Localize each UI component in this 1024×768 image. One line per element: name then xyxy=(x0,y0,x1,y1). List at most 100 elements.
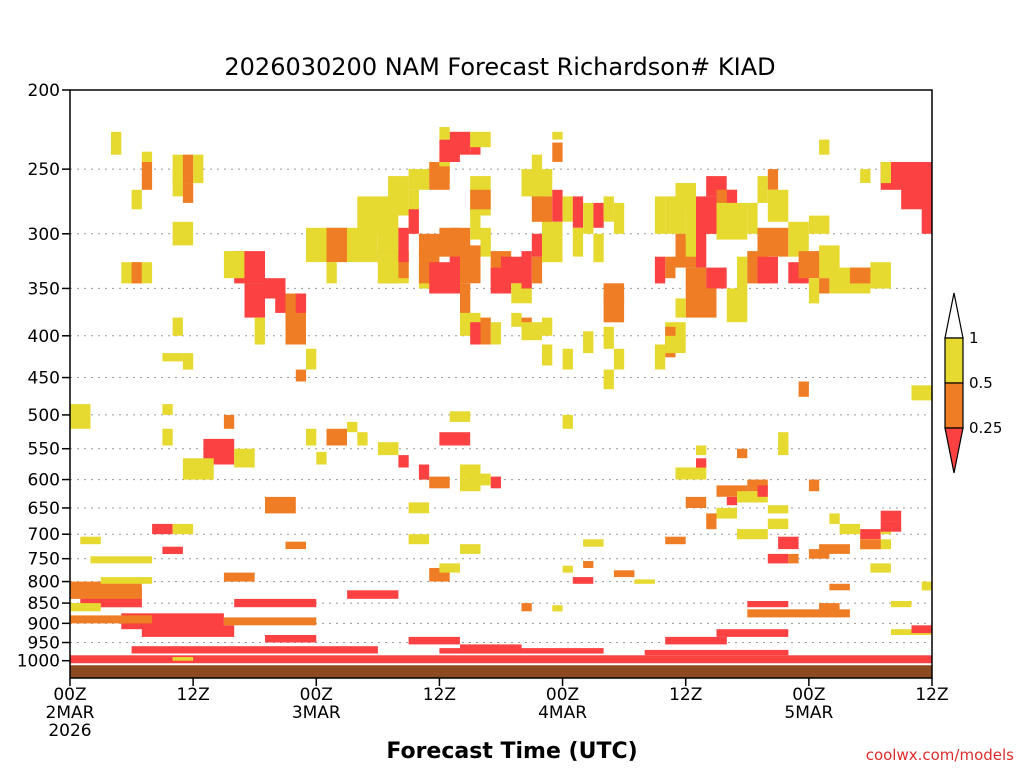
cell-red xyxy=(911,625,932,634)
cell-yellow xyxy=(439,563,460,573)
cell-orange xyxy=(819,278,830,294)
cell-yellow xyxy=(778,442,789,456)
cell-yellow xyxy=(449,411,471,422)
cell-yellow xyxy=(767,505,789,514)
cell-red xyxy=(244,283,265,318)
cell-yellow xyxy=(162,353,183,362)
cell-yellow xyxy=(654,196,666,234)
cell-red xyxy=(131,646,378,654)
cell-yellow xyxy=(737,491,768,503)
x-tick-label: 00Z xyxy=(546,685,579,705)
cell-yellow xyxy=(808,215,830,234)
cell-yellow xyxy=(172,317,183,336)
cell-yellow xyxy=(234,448,255,468)
cell-yellow xyxy=(613,348,625,370)
cell-red xyxy=(162,546,183,554)
color-legend: 1 0.5 0.25 xyxy=(944,292,1002,474)
cell-red xyxy=(747,601,789,608)
cell-yellow xyxy=(141,262,153,284)
cell-orange xyxy=(706,513,717,530)
cell-yellow xyxy=(408,189,419,216)
cell-yellow xyxy=(634,579,655,584)
cell-yellow xyxy=(542,344,553,366)
y-tick-label: 600 xyxy=(28,471,60,491)
cell-red xyxy=(716,629,789,637)
y-tick-label: 750 xyxy=(28,550,60,570)
cell-yellow xyxy=(306,348,317,370)
cell-yellow xyxy=(182,353,194,370)
cell-red xyxy=(644,649,789,656)
legend-label: 1 xyxy=(969,329,979,347)
cell-orange xyxy=(141,162,153,190)
cell-yellow xyxy=(408,169,430,190)
x-tick-label: 2026 xyxy=(48,721,91,741)
cell-yellow xyxy=(193,154,204,184)
cell-orange xyxy=(182,154,194,184)
cell-yellow xyxy=(583,539,604,547)
y-tick-label: 850 xyxy=(28,594,60,614)
x-tick-label: 00Z xyxy=(300,685,333,705)
cell-orange xyxy=(326,227,347,263)
cell-yellow xyxy=(665,335,676,354)
cell-yellow xyxy=(757,176,768,203)
cell-orange xyxy=(665,536,686,545)
cell-yellow xyxy=(172,657,194,661)
cell-yellow xyxy=(593,233,604,263)
x-tick-label: 2MAR xyxy=(46,703,95,723)
cell-orange xyxy=(716,485,748,497)
credit-text: coolwx.com/models xyxy=(866,746,1014,764)
cell-yellow xyxy=(921,581,932,591)
y-tick-label: 300 xyxy=(28,225,60,245)
x-tick-label: 3MAR xyxy=(292,703,341,723)
cell-orange xyxy=(223,414,235,429)
cell-red xyxy=(696,196,717,234)
cell-yellow xyxy=(880,162,891,184)
cell-orange xyxy=(460,245,481,284)
cell-yellow xyxy=(254,317,265,345)
cell-yellow xyxy=(603,369,614,390)
cell-red xyxy=(778,536,799,550)
cell-yellow xyxy=(778,432,789,446)
cell-orange xyxy=(788,553,799,564)
x-tick-label: 12Z xyxy=(915,685,948,705)
cell-yellow xyxy=(131,189,142,210)
cell-yellow xyxy=(70,404,91,429)
cell-yellow xyxy=(839,523,861,535)
cell-red xyxy=(696,458,707,468)
cell-yellow xyxy=(223,251,245,279)
y-tick-label: 200 xyxy=(28,81,60,101)
legend-swatch-orange xyxy=(944,382,964,429)
cell-yellow xyxy=(788,221,809,257)
cell-yellow xyxy=(90,556,153,564)
cell-yellow xyxy=(100,577,153,584)
cell-yellow xyxy=(70,603,101,612)
cell-yellow xyxy=(162,404,173,415)
cell-red xyxy=(408,209,419,234)
y-axis-ticks: 200 250 300 350 400 450 500 550 600 650 700 750 8008… xyxy=(17,81,70,672)
ground-strip xyxy=(70,664,932,678)
cell-orange xyxy=(808,479,820,492)
cell-yellow xyxy=(377,442,399,456)
cell-red xyxy=(234,598,317,608)
cell-yellow xyxy=(542,317,553,336)
cell-orange xyxy=(531,256,543,284)
cell-yellow xyxy=(696,445,707,456)
cell-red xyxy=(490,476,501,489)
cell-yellow xyxy=(562,348,573,370)
cell-yellow xyxy=(583,202,594,234)
cell-orange xyxy=(613,570,635,578)
cell-yellow xyxy=(675,196,686,234)
cell-orange xyxy=(285,541,306,550)
cell-orange xyxy=(295,369,307,382)
cell-yellow xyxy=(583,331,594,354)
cell-red xyxy=(572,577,594,584)
x-tick-label: 00Z xyxy=(792,685,825,705)
cell-yellow xyxy=(870,262,891,289)
cell-orange xyxy=(552,142,563,162)
cell-yellow xyxy=(162,428,173,446)
cell-red xyxy=(696,227,707,268)
cell-red xyxy=(880,521,902,532)
cell-yellow xyxy=(562,196,573,222)
cell-orange xyxy=(757,227,789,257)
cell-orange xyxy=(429,476,450,489)
